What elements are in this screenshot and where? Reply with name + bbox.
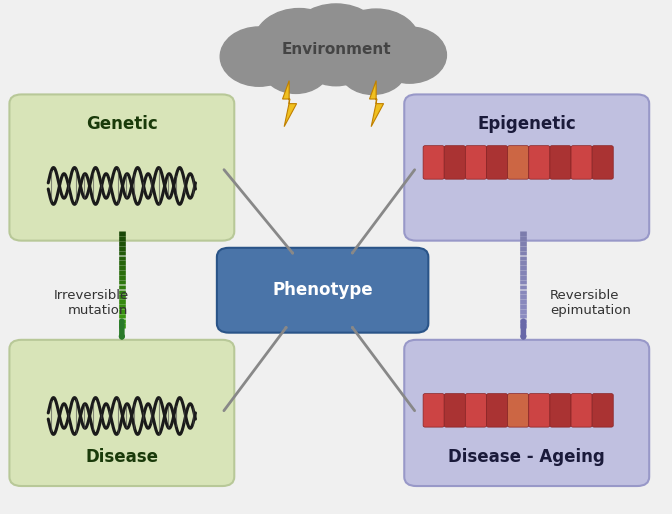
Text: Disease: Disease [85, 448, 159, 466]
Polygon shape [282, 81, 296, 126]
FancyBboxPatch shape [9, 340, 235, 486]
FancyBboxPatch shape [550, 394, 571, 427]
FancyBboxPatch shape [217, 248, 428, 333]
FancyBboxPatch shape [507, 394, 529, 427]
FancyBboxPatch shape [466, 394, 487, 427]
Circle shape [289, 4, 383, 76]
Circle shape [339, 43, 407, 95]
Text: Phenotype: Phenotype [272, 281, 373, 299]
FancyBboxPatch shape [444, 145, 465, 179]
Circle shape [333, 9, 419, 76]
FancyBboxPatch shape [529, 145, 550, 179]
FancyBboxPatch shape [592, 145, 614, 179]
Text: Genetic: Genetic [86, 115, 158, 133]
Circle shape [299, 29, 373, 86]
Circle shape [262, 42, 329, 94]
FancyBboxPatch shape [507, 145, 529, 179]
FancyBboxPatch shape [9, 95, 235, 241]
FancyBboxPatch shape [529, 394, 550, 427]
Text: Epigenetic: Epigenetic [477, 115, 576, 133]
FancyBboxPatch shape [487, 145, 507, 179]
Text: Environment: Environment [281, 43, 391, 58]
FancyBboxPatch shape [571, 145, 592, 179]
FancyBboxPatch shape [550, 145, 571, 179]
FancyBboxPatch shape [592, 394, 614, 427]
FancyBboxPatch shape [423, 394, 444, 427]
FancyBboxPatch shape [405, 95, 649, 241]
FancyBboxPatch shape [466, 145, 487, 179]
FancyBboxPatch shape [487, 394, 507, 427]
Text: Irreversible
mutation: Irreversible mutation [53, 289, 128, 317]
Circle shape [254, 9, 345, 78]
Polygon shape [370, 81, 384, 126]
FancyBboxPatch shape [571, 394, 592, 427]
FancyBboxPatch shape [423, 145, 444, 179]
FancyBboxPatch shape [444, 394, 465, 427]
Circle shape [373, 27, 446, 83]
FancyBboxPatch shape [405, 340, 649, 486]
Circle shape [220, 27, 298, 86]
Text: Reversible
epimutation: Reversible epimutation [550, 289, 631, 317]
Text: Disease - Ageing: Disease - Ageing [448, 448, 605, 466]
